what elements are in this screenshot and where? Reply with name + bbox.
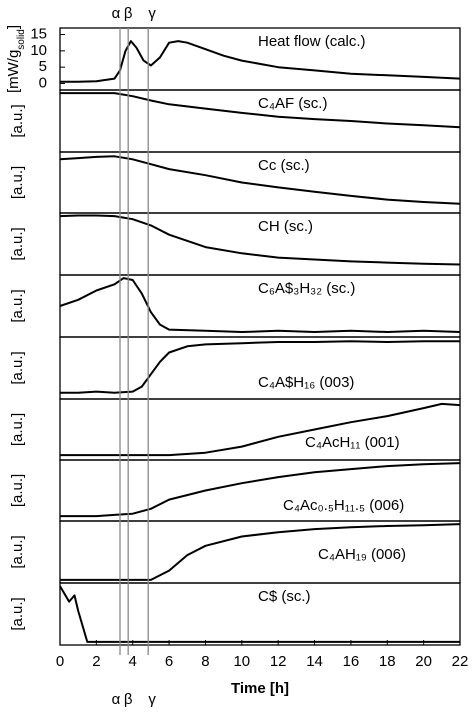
x-tick-label: 2: [92, 653, 100, 670]
y-axis-label: [a.u.]: [9, 474, 26, 507]
x-axis-label: Time [h]: [231, 680, 289, 697]
panel-title: C₄Ac₀.₅H₁₁.₅ (006): [283, 497, 404, 514]
x-tick-label: 22: [452, 653, 469, 670]
y-axis-label: [a.u.]: [9, 413, 26, 446]
y-axis-label: [a.u.]: [9, 289, 26, 322]
x-tick-label: 20: [415, 653, 432, 670]
panel-title: C$ (sc.): [258, 588, 311, 605]
event-label-top: β: [124, 5, 133, 22]
x-tick-label: 18: [379, 653, 396, 670]
y-tick-label: 0: [39, 74, 47, 91]
panel-title: C₄AH₁₉ (006): [318, 546, 406, 563]
y-axis-label-part: solid: [16, 29, 27, 50]
data-line: [60, 462, 461, 518]
panel-title: C₄A$H₁₆ (003): [258, 374, 354, 391]
data-line: [60, 92, 461, 129]
panel-frame: [59, 582, 461, 646]
x-tick-label: 0: [56, 653, 64, 670]
y-axis-label-part: ]: [5, 25, 22, 29]
panel-title: Cc (sc.): [258, 157, 310, 174]
data-line: [60, 523, 461, 581]
event-label-bottom: β: [124, 691, 133, 708]
y-axis-label: [mW/gsolid]: [5, 25, 27, 93]
y-axis-label: [a.u.]: [9, 351, 26, 384]
x-tick-label: 4: [129, 653, 137, 670]
panel-title: Heat flow (calc.): [258, 33, 366, 50]
panel-title: C₆A$₃H₃₂ (sc.): [258, 280, 355, 297]
y-axis-label-part: [mW/g: [5, 50, 22, 93]
panel-title: C₄AF (sc.): [258, 95, 327, 112]
data-line: [60, 340, 460, 394]
y-axis-label: [a.u.]: [9, 166, 26, 199]
event-label-top: α: [112, 5, 121, 22]
data-line: [59, 155, 461, 205]
data-line: [60, 402, 461, 457]
data-line: [60, 40, 461, 83]
x-tick-label: 16: [343, 653, 360, 670]
y-axis-label: [a.u.]: [9, 104, 26, 137]
x-tick-label: 8: [201, 653, 209, 670]
panel-title: CH (sc.): [258, 218, 313, 235]
x-tick-label: 6: [165, 653, 173, 670]
event-label-bottom: γ: [148, 691, 156, 708]
y-axis-label: [a.u.]: [9, 535, 26, 568]
y-tick-label: 10: [30, 42, 47, 59]
x-tick-label: 14: [306, 653, 323, 670]
x-tick-label: 10: [233, 653, 250, 670]
data-line: [59, 277, 461, 333]
event-label-top: γ: [148, 5, 156, 22]
y-tick-label: 15: [30, 25, 47, 42]
event-label-bottom: α: [112, 691, 121, 708]
panel-title: C₄AcH₁₁ (001): [305, 434, 400, 451]
y-axis-label: [a.u.]: [9, 227, 26, 260]
y-axis-label: [a.u.]: [9, 597, 26, 630]
x-tick-label: 12: [270, 653, 287, 670]
y-tick-label: 5: [39, 58, 47, 75]
data-line: [59, 214, 461, 266]
